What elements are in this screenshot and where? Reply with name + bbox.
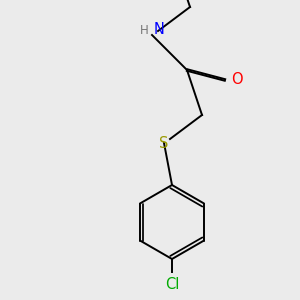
- Text: O: O: [231, 73, 243, 88]
- Text: N: N: [154, 22, 165, 37]
- Text: H: H: [140, 24, 149, 37]
- Text: S: S: [159, 136, 169, 151]
- Text: Cl: Cl: [165, 277, 179, 292]
